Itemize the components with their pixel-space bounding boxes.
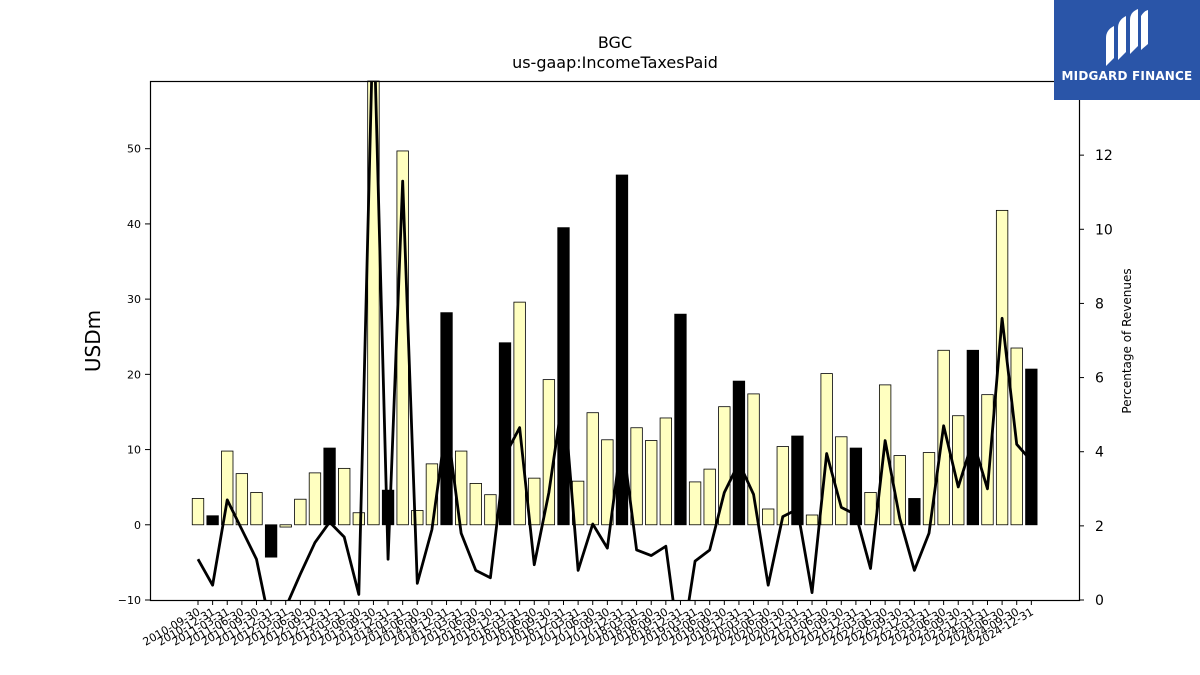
y2-tick-label: 10 (1095, 222, 1113, 238)
bar-2024-12-31 (1025, 368, 1038, 526)
y-tick-label: 30 (127, 293, 141, 306)
y-tick-label: 0 (134, 519, 141, 532)
y2-tick-label: 2 (1095, 519, 1104, 535)
y2-tick-label: 4 (1095, 445, 1104, 461)
bar-2011-06-30 (235, 473, 249, 526)
chart-subtitle: us-gaap:IncomeTaxesPaid (512, 53, 718, 72)
bar-2018-06-30 (645, 440, 658, 526)
bar-2016-09-30 (542, 379, 556, 526)
bar-2013-03-31 (338, 467, 351, 526)
bar-2018-12-31 (674, 313, 687, 526)
line-series (196, 81, 1033, 600)
y-tick-label: 40 (127, 218, 141, 231)
bar-2017-09-30 (601, 439, 614, 526)
y2-tick-label: 8 (1095, 296, 1104, 312)
x-axis: 2010-09-302010-12-312011-03-312011-06-30… (141, 600, 1036, 649)
bar-2013-06-30 (352, 512, 365, 526)
y-tick-label: −10 (118, 594, 141, 607)
bar-2010-09-30 (191, 498, 205, 526)
y-axis-left: −10 0 10 20 30 40 50 (118, 143, 150, 607)
bar-2015-03-31 (455, 450, 468, 526)
y2-axis-label: Percentage of Revenues (1120, 268, 1134, 413)
bar-2015-09-30 (484, 494, 497, 526)
bar-2021-03-31 (805, 514, 819, 526)
plot-frame (149, 80, 1081, 602)
bar-2019-03-31 (688, 481, 702, 526)
bar-2020-09-30 (776, 446, 789, 526)
bar-2011-12-31 (264, 524, 278, 558)
y-tick-label: 50 (127, 143, 141, 156)
bar-2019-12-31 (732, 380, 746, 526)
revenue-percentage-line (196, 81, 1033, 600)
y2-tick-label: 12 (1095, 148, 1113, 164)
bar-2020-06-30 (762, 508, 775, 526)
chart-title: BGC (598, 33, 632, 52)
bar-2012-12-31 (323, 447, 336, 526)
bar-2012-03-31 (279, 524, 292, 528)
y-tick-label: 20 (127, 368, 141, 381)
bar-2023-12-31 (966, 349, 980, 526)
bar-2020-12-31 (791, 435, 804, 526)
bar-2010-12-31 (206, 515, 219, 526)
bar-2019-09-30 (718, 406, 731, 526)
bar-2022-12-31 (908, 498, 921, 526)
bar-2012-09-30 (308, 472, 322, 526)
bar-2022-03-31 (864, 492, 877, 526)
bar-2014-06-30 (411, 510, 424, 526)
bar-2016-12-31 (557, 227, 570, 526)
bar-2017-06-30 (586, 412, 599, 526)
bar-2022-06-30 (878, 384, 892, 526)
bar-2014-12-31 (440, 312, 453, 526)
bar-2023-06-30 (937, 349, 950, 526)
midgard-logo-icon (1106, 9, 1148, 66)
brand-name: MIDGARD FINANCE (1061, 69, 1193, 83)
bar-2020-03-31 (747, 393, 760, 526)
bar-2021-12-31 (849, 447, 863, 526)
bar-2024-03-31 (981, 394, 994, 526)
bar-2017-12-31 (615, 174, 629, 526)
bar-2016-03-31 (513, 301, 526, 526)
y-axis-label: USDm (81, 310, 105, 372)
bar-2011-09-30 (250, 492, 263, 526)
y-tick-label: 10 (127, 444, 141, 457)
bar-2018-09-30 (659, 417, 672, 526)
y2-tick-label: 0 (1095, 593, 1104, 609)
bar-2011-03-31 (221, 450, 234, 526)
bar-2012-06-30 (294, 498, 307, 526)
bar-2019-06-30 (703, 468, 716, 526)
y-axis-right: 0 2 4 6 8 10 12 (1079, 148, 1113, 609)
bar-2015-06-30 (469, 483, 482, 526)
bar-2018-03-31 (630, 427, 643, 526)
y2-tick-label: 6 (1095, 371, 1104, 387)
bar-2015-12-31 (498, 342, 512, 526)
bar-2021-09-30 (835, 436, 848, 526)
bar-2021-06-30 (820, 373, 833, 526)
brand-logo: MIDGARD FINANCE (1054, 0, 1200, 100)
